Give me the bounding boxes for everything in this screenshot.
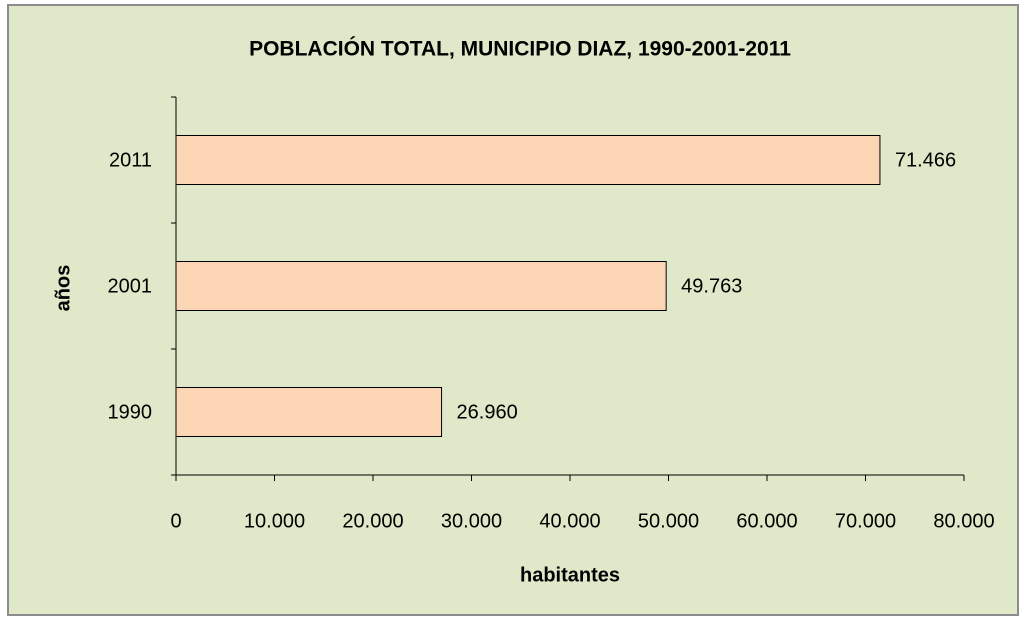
chart-title: POBLACIÓN TOTAL, MUNICIPIO DIAZ, 1990-20… [249, 37, 791, 61]
x-tick-label: 50.000 [638, 510, 699, 532]
bar [175, 261, 667, 311]
value-label: 71.466 [895, 149, 956, 171]
y-tick-label: 1990 [108, 401, 153, 423]
x-tick-label: 40.000 [539, 510, 600, 532]
y-tick-label: 2011 [109, 149, 152, 171]
y-tick-label: 2001 [108, 275, 153, 297]
x-tick-label: 30.000 [441, 510, 502, 532]
x-tick-label: 0 [170, 510, 181, 532]
x-tick-label: 60.000 [736, 510, 797, 532]
x-tick-label: 80.000 [933, 510, 994, 532]
value-label: 26.960 [457, 401, 518, 423]
y-axis-title: años [52, 265, 74, 312]
x-tick-label: 20.000 [342, 510, 403, 532]
bar [175, 387, 443, 437]
x-tick-label: 70.000 [835, 510, 896, 532]
x-tick-label: 10.000 [244, 510, 305, 532]
x-axis-title: habitantes [520, 564, 620, 586]
bar [175, 135, 881, 185]
value-label: 49.763 [681, 275, 742, 297]
